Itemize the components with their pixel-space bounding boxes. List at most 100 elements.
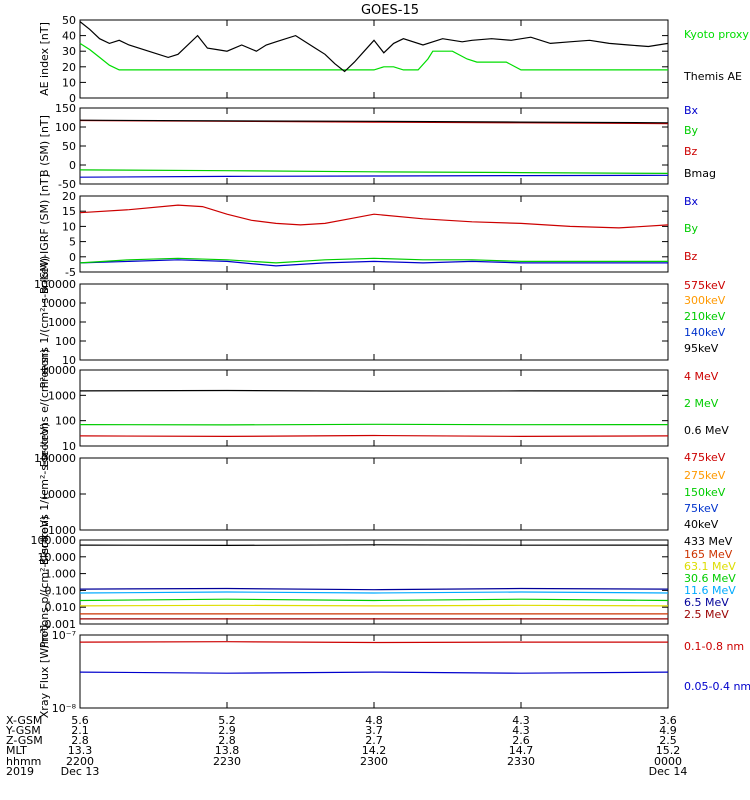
x-row-value: 3.6 [659,714,677,727]
legend-entry: 0.6 MeV [684,424,729,437]
y-tick-label: 0 [69,92,76,105]
panel-frame [79,283,669,361]
legend-entry: 75keV [684,502,719,515]
legend-entry: 275keV [684,469,726,482]
y-axis-label: Electrons 1/(cm²-s-sr-keV) [38,423,51,565]
y-tick-label: 10000 [41,364,76,377]
x-row-value: Dec 13 [61,765,100,778]
x-row-value: 2.8 [71,734,89,747]
y-tick-label: -50 [58,178,76,191]
x-row-label: 2019 [6,765,34,778]
x-row-label: X-GSM [6,714,42,727]
series-line-2-mev [79,423,669,426]
x-row-value: 3.7 [365,724,383,737]
y-tick-label: 10.000 [38,551,77,564]
legend-entry: Themis AE [683,70,742,83]
y-tick-label: 0.100 [45,584,77,597]
plot-title: GOES-15 [361,3,419,18]
y-tick-label: 100 [55,335,76,348]
series-line-63-1-mev [79,604,669,607]
x-row-value: 2.9 [218,724,236,737]
x-row-value: 2.6 [512,734,530,747]
y-tick-label: 50 [62,14,76,27]
y-axis-label: B (SM)-IGRF (SM) [nT] [38,174,51,294]
y-axis-label: Electrons e/(cm²-s-sr) [38,349,51,468]
legend-entry: 165 MeV [684,548,733,561]
legend-entry: 11.6 MeV [684,584,736,597]
x-row-value: 13.8 [215,744,240,757]
panel-frame [79,539,669,625]
legend-entry: 95keV [684,342,719,355]
x-row-value: 2.1 [71,724,89,737]
series-line-0-05-0-4-nm [79,671,669,674]
x-row-value: 4.9 [659,724,677,737]
y-tick-label: 10⁻⁸ [52,702,77,715]
y-tick-label: 100 [55,121,76,134]
series-line-6-5-mev [79,587,669,591]
y-tick-label: 10 [62,220,76,233]
x-row-value: 4.3 [512,714,530,727]
x-row-value: 0000 [654,755,682,768]
legend-entry: 300keV [684,294,726,307]
x-row-label: Z-GSM [6,734,43,747]
y-tick-label: 10 [62,354,76,367]
legend-entry: Bmag [684,167,716,180]
legend-entry: 63.1 MeV [684,560,736,573]
y-tick-label: 10⁻⁷ [52,629,76,642]
x-row-value: 2200 [66,755,94,768]
x-row-value: 5.2 [218,714,236,727]
x-row-label: MLT [6,744,27,757]
y-tick-label: -5 [65,266,76,279]
panel-frame [79,369,669,447]
legend-entry: 2.5 MeV [684,608,729,621]
series-line-by [79,169,669,174]
y-tick-label: 100000 [34,278,76,291]
series-line-30-6-mev [79,598,669,602]
y-tick-label: 100 [55,415,76,428]
legend-entry: Bx [684,104,699,117]
legend-entry: 0.05-0.4 nm [684,680,750,693]
y-tick-label: 100.000 [31,534,77,547]
x-row-value: 13.3 [68,744,93,757]
legend-entry: 210keV [684,310,726,323]
y-axis-label: Protons 1/(cm²-s-sr-keV) [38,256,51,389]
x-row-value: 2.5 [659,734,677,747]
y-axis-label: Protons p/(cm²-s-sr-keV) [38,516,51,649]
y-tick-label: 0.001 [45,618,77,631]
series-line-themis-ae [79,21,669,73]
x-row-label: hhmm [6,755,41,768]
legend-entry: Kyoto proxy AE [684,28,750,41]
y-tick-label: 1000 [48,316,76,329]
x-row-value: 2.8 [218,734,236,747]
y-tick-label: 10000 [41,488,76,501]
x-row-value: 4.8 [365,714,383,727]
x-row-value: 4.3 [512,724,530,737]
y-tick-label: 10 [62,440,76,453]
y-tick-label: 20 [62,61,76,74]
legend-entry: Bz [684,145,698,158]
series-line-bx [79,259,668,267]
y-tick-label: 50 [62,140,76,153]
panel-1: 0 10 20 30 40 50 AE index [nT] Kyoto proxy AE Th… [38,14,750,105]
y-tick-label: 10000 [41,297,76,310]
x-row-value: Dec 14 [649,765,688,778]
x-row-value: 15.2 [656,744,681,757]
series-line-0-1-0-8-nm [79,641,668,644]
panel-7: 0.001 0.010 0.100 1.000 10.000 100.000Protons… [31,516,737,649]
y-axis-label: Xray Flux [W/m²] [38,625,51,718]
x-row-value: 2230 [213,755,241,768]
legend-entry: Bx [684,195,699,208]
series-line-bz [79,204,669,229]
legend-entry: 2 MeV [684,397,719,410]
legend-entry: 40keV [684,518,719,531]
series-line-bx [79,174,669,178]
series-line-4-mev [79,434,669,438]
legend-entry: 140keV [684,326,726,339]
x-row-value: 14.7 [509,744,534,757]
legend-entry: 6.5 MeV [684,596,729,609]
y-tick-label: 0 [69,251,76,264]
y-tick-label: 0 [69,159,76,172]
